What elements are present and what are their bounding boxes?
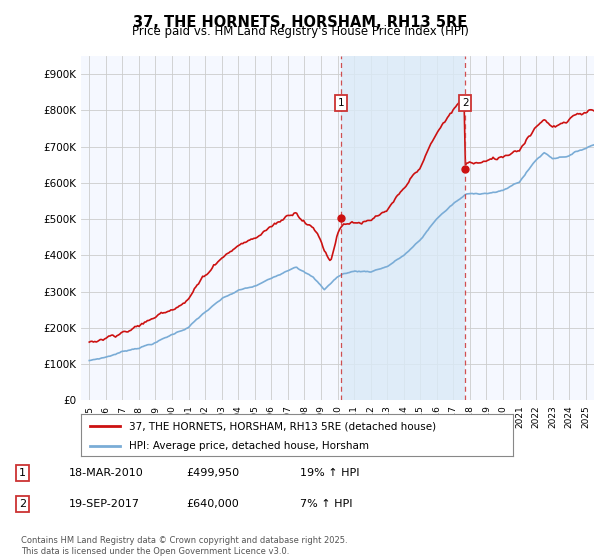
Text: HPI: Average price, detached house, Horsham: HPI: Average price, detached house, Hors…: [128, 441, 368, 451]
Text: £640,000: £640,000: [186, 499, 239, 509]
Text: 18-MAR-2010: 18-MAR-2010: [69, 468, 144, 478]
Bar: [341, 56, 465, 400]
Text: 1: 1: [19, 468, 26, 478]
Text: 7% ↑ HPI: 7% ↑ HPI: [300, 499, 353, 509]
Text: 37, THE HORNETS, HORSHAM, RH13 5RE (detached house): 37, THE HORNETS, HORSHAM, RH13 5RE (deta…: [128, 421, 436, 431]
Text: 19-SEP-2017: 19-SEP-2017: [69, 499, 140, 509]
Text: 19% ↑ HPI: 19% ↑ HPI: [300, 468, 359, 478]
Text: Contains HM Land Registry data © Crown copyright and database right 2025.
This d: Contains HM Land Registry data © Crown c…: [21, 536, 347, 556]
Text: £499,950: £499,950: [186, 468, 239, 478]
Text: 2: 2: [462, 98, 469, 108]
Text: 37, THE HORNETS, HORSHAM, RH13 5RE: 37, THE HORNETS, HORSHAM, RH13 5RE: [133, 15, 467, 30]
Text: Price paid vs. HM Land Registry's House Price Index (HPI): Price paid vs. HM Land Registry's House …: [131, 25, 469, 38]
Text: 1: 1: [337, 98, 344, 108]
Text: 2: 2: [19, 499, 26, 509]
